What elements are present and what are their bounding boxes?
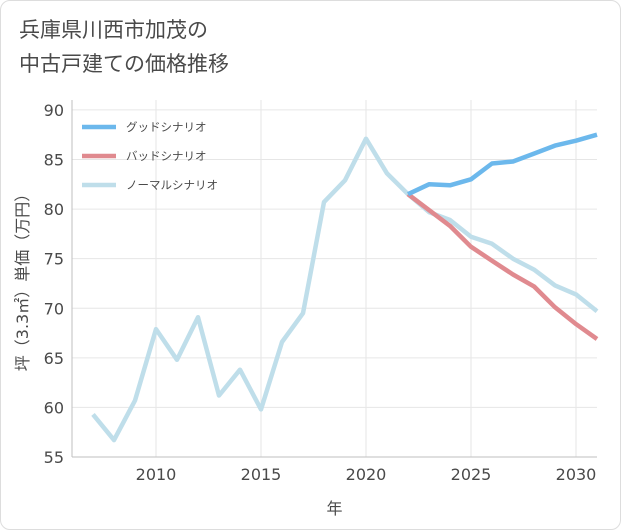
y-tick-label: 85 <box>44 151 64 170</box>
y-axis-title: 坪（3.3㎡）単価（万円） <box>13 186 32 371</box>
x-tick-label: 2025 <box>451 465 492 484</box>
series-line-2 <box>406 192 599 341</box>
y-tick-label: 55 <box>44 448 64 467</box>
legend-label: グッドシナリオ <box>126 120 207 134</box>
series-lines <box>91 132 599 443</box>
y-tick-label: 65 <box>44 349 64 368</box>
y-tick-label: 90 <box>44 101 64 120</box>
series-line-1 <box>407 132 598 197</box>
series-line-3 <box>91 136 599 443</box>
x-axis-title: 年 <box>326 499 342 518</box>
x-tick-label: 2020 <box>346 465 387 484</box>
y-tick-label: 75 <box>44 250 64 269</box>
y-tick-label: 80 <box>44 200 64 219</box>
chart-title: 兵庫県川西市加茂の 中古戸建ての価格推移 <box>19 18 229 76</box>
legend-label: ノーマルシナリオ <box>126 178 218 192</box>
y-tick-labels: 55 60 65 70 75 80 85 90 <box>44 101 64 467</box>
y-tick-label: 70 <box>44 299 64 318</box>
x-tick-labels: 2010 2015 2020 2025 2030 <box>136 465 597 484</box>
legend-label: バッドシナリオ <box>126 149 207 163</box>
x-tick-label: 2015 <box>241 465 282 484</box>
x-tick-label: 2030 <box>556 465 597 484</box>
x-tick-label: 2010 <box>136 465 177 484</box>
y-tick-label: 60 <box>44 398 64 417</box>
plot-frame <box>71 100 597 458</box>
